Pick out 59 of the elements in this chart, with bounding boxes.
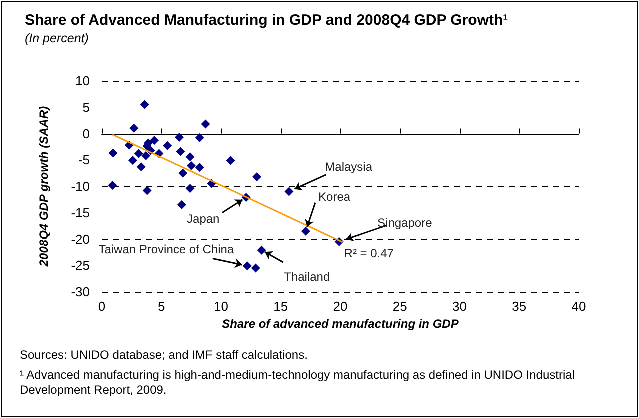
annotation: Korea: [318, 190, 351, 204]
point: [252, 172, 262, 182]
point: [226, 156, 236, 166]
point: [142, 186, 152, 196]
x-tick-label: 0: [98, 299, 106, 314]
y-tick-label: 0: [82, 126, 90, 142]
point: [163, 141, 172, 150]
x-tick-label: 15: [274, 299, 288, 314]
point: [142, 151, 151, 160]
y-tick-label: -15: [71, 205, 90, 220]
y-tick-label: -25: [71, 258, 90, 274]
point: [175, 132, 184, 142]
chart-subtitle: (In percent): [25, 32, 89, 46]
chart-title: Share of Advanced Manufacturing in GDP and 2008Q4 GDP Growth¹: [25, 12, 508, 29]
x-tick-label: 35: [512, 299, 527, 314]
point: [108, 180, 118, 190]
y-tick-label: 5: [82, 100, 90, 115]
point: [195, 133, 204, 142]
point: [201, 120, 210, 129]
point: [257, 246, 266, 255]
point: [195, 163, 204, 172]
annotation: R² = 0.47: [344, 246, 394, 260]
point: [186, 152, 195, 162]
point: [130, 124, 139, 133]
y-axis-title: 2008Q4 GDP growth (SAAR): [37, 106, 51, 268]
x-tick-label: 10: [214, 299, 228, 314]
x-tick-label: 25: [392, 299, 408, 314]
point: [150, 136, 159, 146]
annotation: Taiwan Province of China: [98, 242, 234, 256]
point: [284, 187, 294, 196]
point: [242, 262, 252, 271]
point: [177, 200, 186, 210]
annotation: Singapore: [378, 216, 433, 230]
x-tick-label: 30: [452, 299, 467, 314]
point: [301, 226, 310, 236]
y-tick-label: -10: [71, 179, 90, 194]
source-note: Sources: UNIDO database; and IMF staff calculations.: [20, 348, 309, 363]
point: [128, 156, 138, 166]
point: [251, 264, 260, 273]
point: [186, 161, 196, 170]
point: [186, 184, 195, 194]
point: [140, 100, 150, 110]
annotation: Malaysia: [325, 160, 373, 174]
y-tick-label: -30: [71, 284, 90, 300]
x-tick-label: 40: [572, 299, 586, 314]
point: [176, 147, 186, 156]
x-axis-title: Share of advanced manufacturing in GDP: [222, 317, 460, 331]
point: [136, 162, 146, 172]
y-tick-label: -20: [71, 232, 90, 247]
x-tick-label: 5: [158, 299, 166, 314]
text: ¹ Advanced manufacturing is high-and-medium-technology manufacturing as defined in UNIDO Industrial Development Report, 2009.: [20, 368, 576, 398]
annotation: Japan: [187, 212, 220, 226]
y-tick-label: 10: [76, 74, 90, 88]
point: [178, 168, 188, 178]
annotation: Thailand: [284, 270, 330, 284]
point: [134, 149, 144, 158]
x-tick-label: 20: [333, 299, 348, 314]
point: [108, 148, 118, 158]
y-tick-label: -5: [78, 152, 90, 168]
